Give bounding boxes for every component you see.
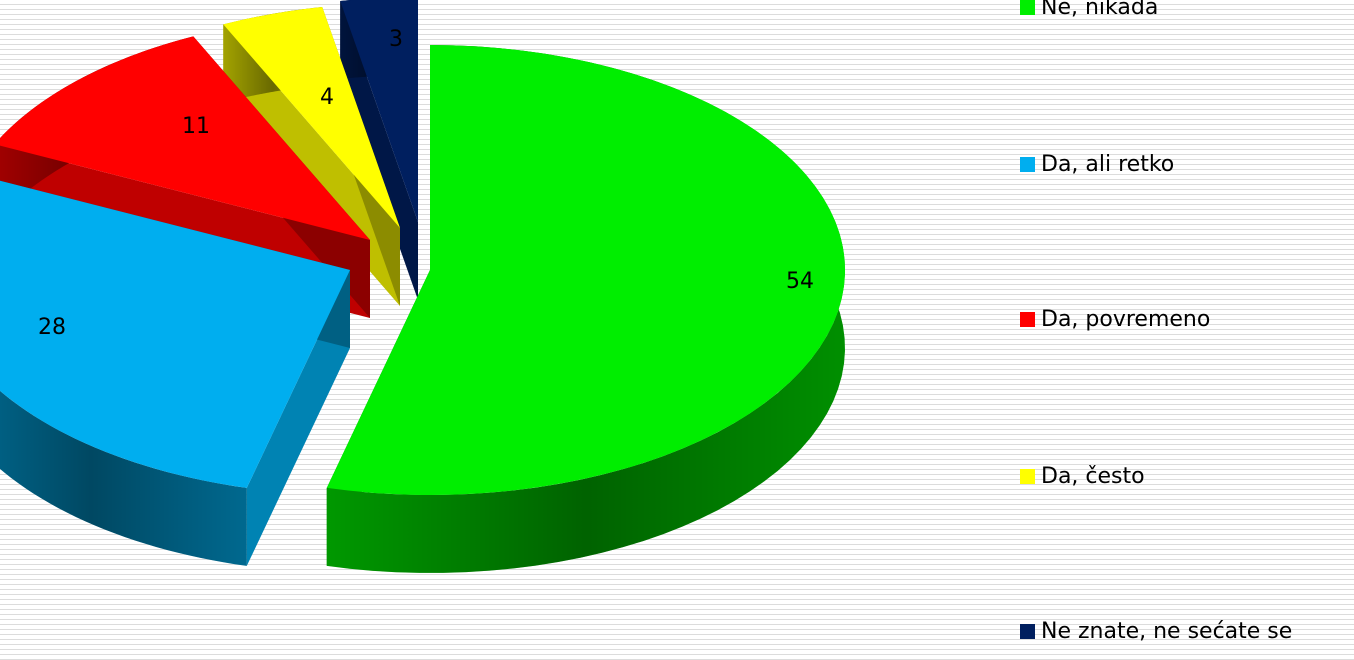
data-label-1: 54 [786, 269, 814, 294]
data-label-4: 4 [320, 85, 334, 110]
pie-slice-2 [0, 180, 350, 566]
pie-slice-1 [326, 45, 846, 573]
legend-label-4: Da, često [1041, 464, 1145, 489]
legend-label-3: Da, povremeno [1041, 307, 1211, 332]
data-label-2: 28 [38, 315, 66, 340]
legend-swatch-1 [1020, 0, 1035, 15]
legend-swatch-2 [1020, 157, 1035, 172]
pie-slice-3-top [0, 36, 370, 240]
legend-item-2: Da, ali retko [1020, 152, 1174, 177]
legend-item-3: Da, povremeno [1020, 307, 1210, 332]
pie-slice-2-side-shade [0, 390, 247, 566]
legend-item-5: Ne znate, ne sećate se [1020, 619, 1292, 644]
data-label-3: 11 [182, 114, 210, 139]
legend: Ne, nikada Da, ali retko Da, povremeno Da, … [1020, 0, 1354, 660]
legend-swatch-4 [1020, 469, 1035, 484]
pie-slice-2-top [0, 180, 350, 488]
pie-slice-1-top [326, 45, 846, 496]
legend-label-1: Ne, nikada [1041, 0, 1159, 20]
pie-slice-5-top [340, 0, 418, 222]
pie-slice-4-top [223, 6, 400, 229]
legend-swatch-3 [1020, 312, 1035, 327]
legend-swatch-5 [1020, 624, 1035, 639]
legend-label-5: Ne znate, ne sećate se [1041, 619, 1293, 644]
legend-label-2: Da, ali retko [1041, 152, 1175, 177]
pie-slice-2-wall-1 [246, 270, 350, 566]
data-label-5: 3 [389, 27, 403, 52]
legend-item-4: Da, često [1020, 464, 1145, 489]
legend-item-1: Ne, nikada [1020, 0, 1158, 20]
